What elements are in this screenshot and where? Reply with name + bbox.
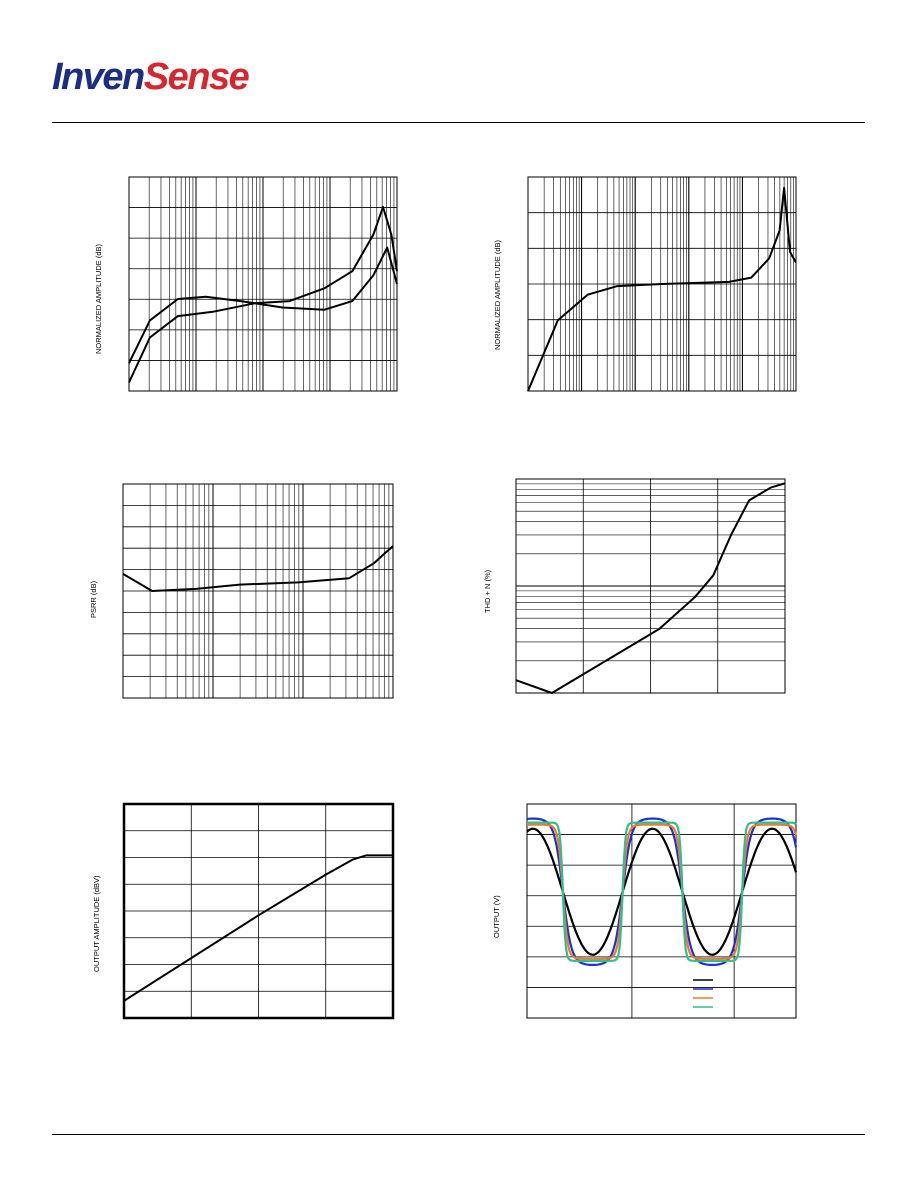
output-amplitude-series-0 xyxy=(123,854,393,1002)
footer-rule xyxy=(52,1134,865,1135)
header-rule xyxy=(52,122,865,123)
output-waveform-series-0 xyxy=(526,827,798,956)
ylabel-thd-n: THD + N (%) xyxy=(483,569,492,613)
ylabel-output-amplitude: OUTPUT AMPLITUDE (dBV) xyxy=(92,875,101,972)
psrr-series-0 xyxy=(122,545,394,592)
output-waveform-frame xyxy=(526,803,797,1019)
ylabel-freq-response-2: NORMALIZED AMPLITUDE (dB) xyxy=(493,239,502,350)
ylabel-output-waveform: OUTPUT (V) xyxy=(492,895,501,938)
freq-response-2-series-0 xyxy=(527,186,797,392)
invensense-logo: InvenSense xyxy=(52,56,250,98)
ylabel-psrr: PSRR (dB) xyxy=(89,580,98,618)
freq-response-1-series-0 xyxy=(128,246,398,364)
output-waveform-series-3 xyxy=(527,821,797,962)
freq-response-1-series-1 xyxy=(128,206,398,383)
ylabel-freq-response-1: NORMALIZED AMPLITUDE (dB) xyxy=(94,243,103,354)
output-waveform-series-2 xyxy=(527,823,798,960)
thd-n-series-0 xyxy=(515,482,786,694)
output-waveform-series-1 xyxy=(526,817,798,966)
